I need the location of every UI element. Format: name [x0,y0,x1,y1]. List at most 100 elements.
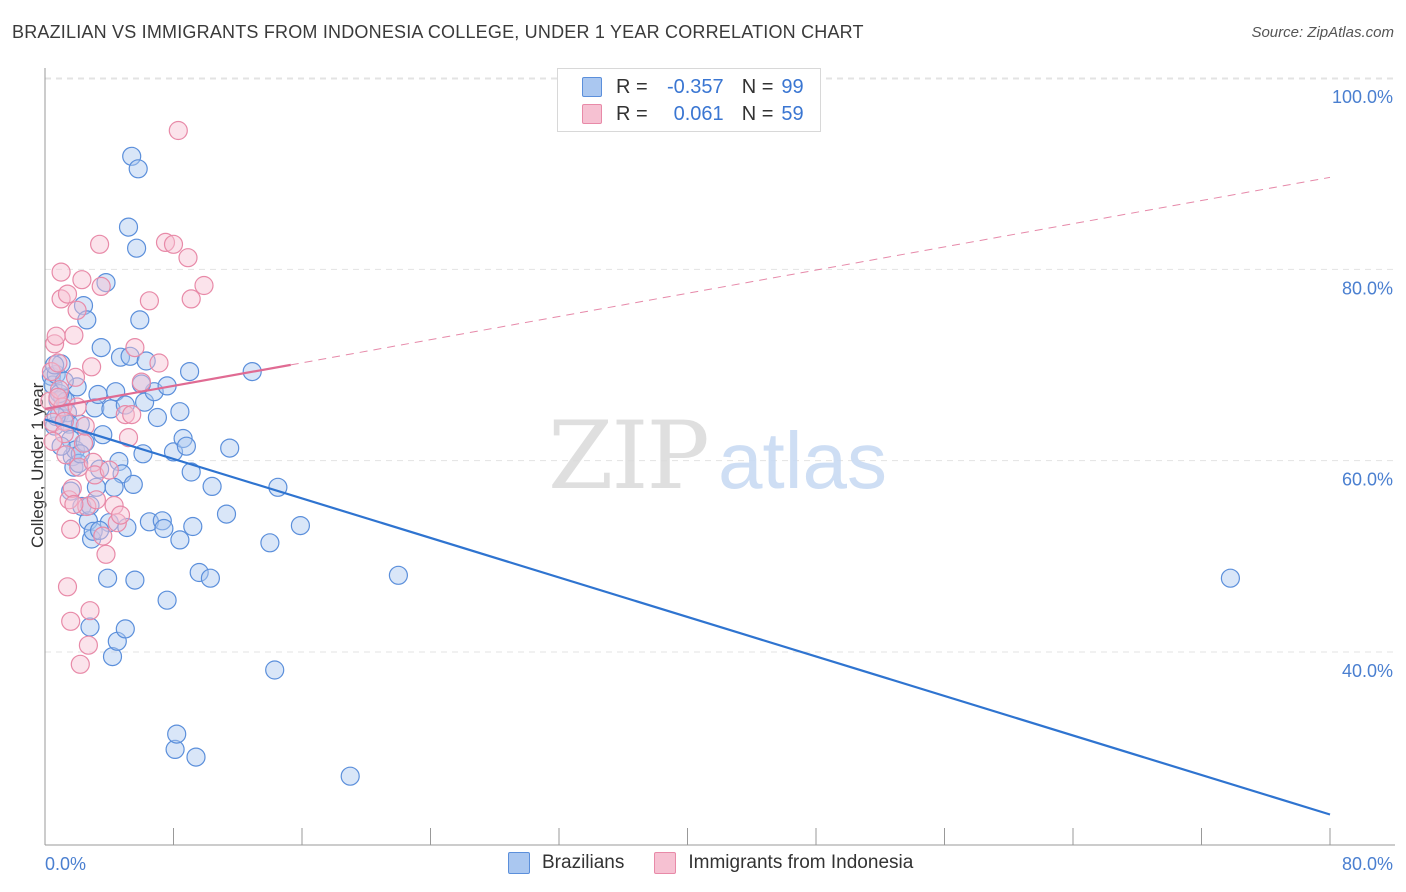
point-indonesia [155,232,176,252]
point-brazilian [83,521,103,541]
trend-line-indonesia-extrapolated [290,176,1331,366]
point-brazilian [265,660,285,680]
point-brazilian [152,511,172,531]
point-brazilian [290,515,310,536]
point-indonesia [131,372,151,392]
point-indonesia [48,387,68,407]
bottom-legend-swatch-pink [654,852,677,874]
y-tick-label: 100.0% [1332,87,1393,107]
y-tick-label: 60.0% [1342,470,1393,490]
point-indonesia [125,338,145,358]
point-indonesia [62,478,82,498]
watermark-atlas: atlas [718,416,887,505]
point-indonesia [61,611,81,631]
point-brazilian [167,724,187,744]
point-brazilian [147,407,167,428]
point-brazilian [115,619,135,639]
point-indonesia [69,457,89,477]
point-brazilian [388,565,408,585]
point-brazilian [216,504,237,524]
point-indonesia [139,291,159,311]
point-indonesia [78,635,99,655]
legend-n-label: N = [741,102,774,125]
point-brazilian [180,362,200,382]
point-brazilian [157,590,177,610]
point-brazilian [200,568,220,588]
point-indonesia [72,270,92,290]
point-brazilian [125,570,145,590]
bottom-legend-indonesia[interactable]: Immigrants from Indonesia [654,852,913,874]
point-brazilian [220,438,240,458]
point-indonesia [57,577,78,597]
point-brazilian [102,646,123,667]
point-brazilian [80,617,100,637]
legend-swatch-blue [582,77,602,97]
point-brazilian [122,146,142,166]
point-brazilian [75,432,95,452]
point-indonesia [65,367,86,387]
point-indonesia [67,300,87,320]
tick-labels: 40.0% 60.0% 80.0% 100.0% 0.0% 80.0% [45,87,1393,874]
bottom-legend-label: Brazilians [542,852,625,873]
point-indonesia [61,519,81,540]
legend-n-value: 99 [781,75,804,98]
point-brazilian [154,518,174,539]
point-brazilian [110,347,131,367]
bottom-legend-label: Immigrants from Indonesia [688,852,914,873]
watermark-zip: ZIP [548,402,708,511]
point-indonesia [110,505,131,525]
point-brazilian [130,310,150,330]
legend-n-value: 59 [781,102,804,125]
trend-line-brazilians [44,418,1331,816]
point-brazilian [128,159,148,179]
point-brazilian [170,402,190,422]
legend-r-label: R = [616,102,648,125]
point-brazilian [133,444,153,464]
point-brazilian [91,338,111,358]
point-brazilian [186,747,206,767]
point-indonesia [93,526,113,546]
bottom-legend: Brazilians Immigrants from Indonesia [508,852,943,874]
point-indonesia [96,544,116,564]
point-indonesia [56,445,76,465]
legend-r-value: -0.357 [666,75,724,98]
legend-r-value: 0.061 [673,102,724,125]
axes [44,68,1395,846]
point-brazilian [183,516,203,537]
point-brazilian [104,477,124,497]
point-indonesia [194,275,214,296]
point-indonesia [80,601,100,621]
point-indonesia [85,465,105,485]
legend-n-label: N = [741,75,774,98]
point-indonesia [64,325,84,345]
legend: R = -0.357 N = 99 R = 0.061 N = 59 [557,68,821,132]
point-brazilian [135,392,155,412]
point-indonesia [168,120,188,141]
point-brazilian [176,436,196,456]
point-brazilian [181,462,201,482]
x-tick-label: 80.0% [1342,854,1393,874]
point-indonesia [57,284,78,304]
series-indonesia [40,120,214,674]
point-brazilian [202,476,222,496]
point-brazilian [77,310,97,330]
trend-line-indonesia [44,363,291,410]
point-indonesia [46,326,66,346]
legend-swatch-pink [582,104,602,124]
point-indonesia [91,276,111,296]
point-brazilian [170,530,190,550]
point-indonesia [115,405,135,425]
point-brazilian [165,739,185,760]
point-indonesia [81,357,102,377]
point-indonesia [43,431,63,451]
x-tick-label: 0.0% [45,854,86,874]
bottom-legend-brazilians[interactable]: Brazilians [508,852,624,874]
point-brazilian [115,395,135,415]
y-tick-label: 40.0% [1342,661,1393,681]
point-brazilian [1220,568,1241,588]
point-indonesia [86,490,107,510]
point-brazilian [189,562,209,583]
point-brazilian [123,474,143,494]
point-indonesia [149,353,169,373]
